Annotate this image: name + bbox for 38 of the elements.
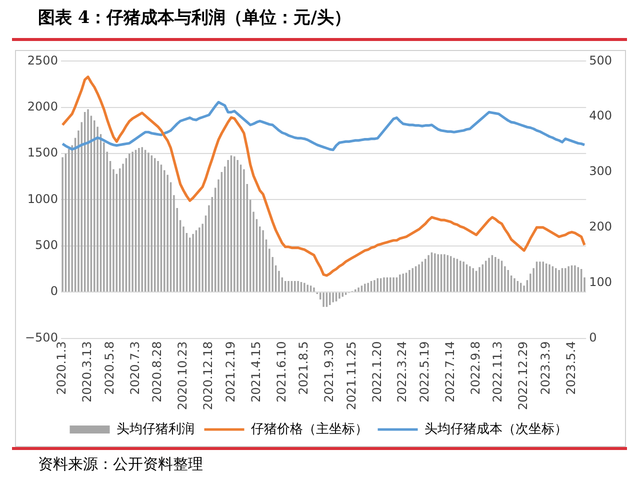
- x-tick-label: 2020.5.8: [102, 341, 116, 395]
- y2-tick-label: 100: [589, 275, 612, 289]
- x-tick-label: 2021.11.25: [344, 341, 358, 410]
- x-tick-label: 2020.3.13: [80, 341, 94, 402]
- x-tick-label: 2021.4.15: [248, 341, 263, 402]
- x-tick-label: 2022.1.20: [370, 341, 384, 402]
- legend-label: 仔猪价格（主坐标）: [250, 420, 368, 437]
- y-tick-label: 2000: [27, 100, 58, 114]
- y2-tick-label: 500: [589, 53, 612, 68]
- x-tick-label: 2022.11.3: [490, 341, 505, 402]
- legend-label: 头均仔猪成本（次坐标）: [424, 422, 568, 437]
- y2-tick-label: 400: [589, 108, 612, 123]
- y-tick-label: 500: [35, 238, 58, 252]
- y-tick-label: 0: [50, 284, 58, 298]
- y-tick-label: 2500: [27, 53, 58, 68]
- legend-label: 头均仔猪利润: [116, 422, 194, 437]
- x-tick-label: 2022.7.14: [442, 341, 457, 402]
- y-tick-label: 1500: [27, 146, 58, 160]
- text: 资料来源：公开资料整理: [38, 455, 203, 474]
- x-tick-label: 2021.8.5: [296, 341, 311, 395]
- x-tick-label: 2022.12.29: [516, 341, 530, 410]
- y2-tick-label: 300: [589, 164, 612, 178]
- x-tick-label: 2022.5.19: [417, 341, 432, 402]
- chart-title: 图表 4：仔猪成本与利润（单位：元/头）: [38, 7, 351, 29]
- x-tick-label: 2020.8.28: [150, 341, 164, 402]
- x-tick-label: 2022.3.24: [395, 341, 410, 402]
- y2-tick-label: 200: [589, 220, 612, 234]
- x-tick-label: 2023.5.4: [564, 341, 578, 395]
- x-tick-label: 2021.2.19: [223, 341, 238, 402]
- x-tick-label: 2021.9.30: [322, 341, 336, 402]
- y2-tick-label: 0: [589, 330, 597, 344]
- x-tick-label: 2022.9.8: [468, 341, 482, 395]
- x-tick-label: 2020.12.18: [201, 341, 216, 410]
- x-tick-label: 2023.3.9: [538, 341, 552, 395]
- x-tick-label: 2021.6.10: [274, 341, 288, 402]
- x-tick-label: 2020.10.23: [176, 341, 190, 410]
- y-tick-label: 1000: [27, 192, 58, 206]
- x-tick-label: 2020.7.3: [128, 341, 142, 395]
